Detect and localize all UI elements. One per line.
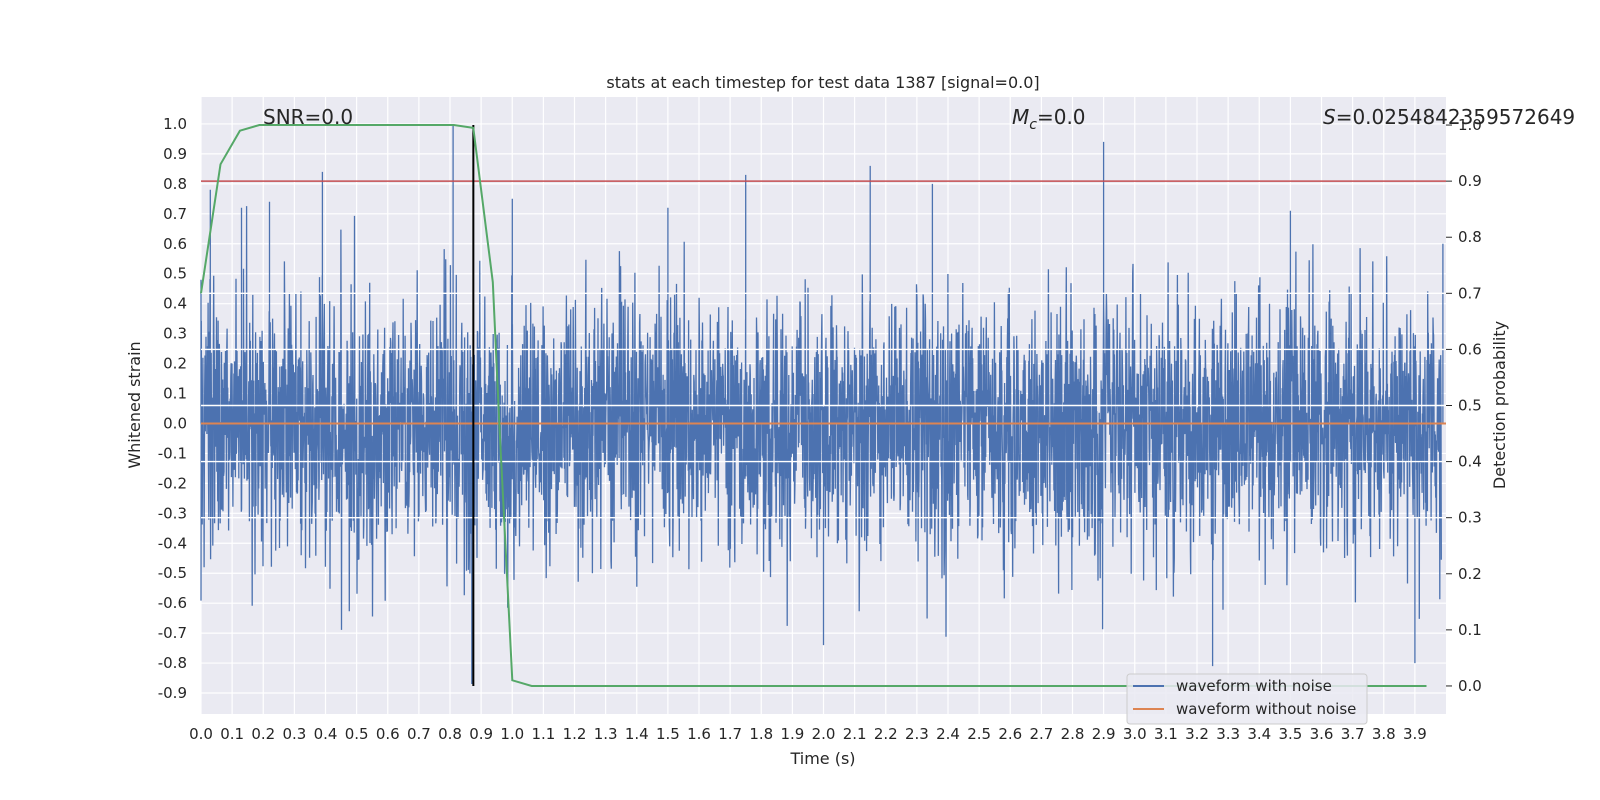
y-tick-label: 0.9 xyxy=(163,145,187,163)
y2-tick-label: 0.0 xyxy=(1458,677,1482,695)
y-axis-ticks: 1.0 0.9 0.8 0.7 0.6 0.5 0.4 0.3 0.2 0.1 0.0 -0.1 -0.… xyxy=(158,115,187,702)
y-tick-label: -0.5 xyxy=(158,564,187,582)
mc-subscript: c xyxy=(1029,117,1037,133)
y2-tick-label: 0.8 xyxy=(1458,228,1482,246)
y-tick-label: -0.6 xyxy=(158,594,187,612)
y-tick-label: -0.7 xyxy=(158,624,187,642)
x-tick-label: 3.2 xyxy=(1185,725,1209,743)
x-tick-label: 2.6 xyxy=(998,725,1022,743)
x-tick-label: 2.5 xyxy=(967,725,991,743)
y2-tick-label: 1.0 xyxy=(1458,116,1482,134)
y-tick-label: 0.8 xyxy=(163,175,187,193)
y2-tick-label: 0.7 xyxy=(1458,284,1482,302)
y-tick-label: -0.2 xyxy=(158,474,187,492)
x-tick-label: 0.8 xyxy=(438,725,462,743)
legend-box xyxy=(1126,673,1368,725)
x-tick-label: 1.4 xyxy=(625,725,649,743)
y-tick-label: 0.6 xyxy=(163,235,187,253)
y-tick-label: -0.9 xyxy=(158,684,187,702)
x-tick-label: 0.3 xyxy=(282,725,306,743)
y-tick-label: 0.2 xyxy=(163,355,187,373)
legend: waveform with noise waveform without noi… xyxy=(1126,673,1368,725)
s-symbol: S xyxy=(1323,105,1336,129)
x-tick-label: 0.5 xyxy=(345,725,369,743)
y2-axis-ticks: 1.0 0.9 0.8 0.7 0.6 0.5 0.4 0.3 0.2 0.1 0.0 xyxy=(1446,116,1482,695)
y2-tick-label: 0.5 xyxy=(1458,397,1482,415)
y-tick-label: 0.4 xyxy=(163,295,187,313)
x-tick-label: 0.1 xyxy=(220,725,244,743)
y-tick-label: 1.0 xyxy=(163,115,187,133)
x-tick-label: 3.7 xyxy=(1341,725,1365,743)
x-tick-label: 0.9 xyxy=(469,725,493,743)
s-value: =0.0254842359572649 xyxy=(1336,105,1575,129)
x-tick-label: 3.8 xyxy=(1372,725,1396,743)
y-tick-label: 0.0 xyxy=(163,414,187,432)
x-tick-label: 3.4 xyxy=(1247,725,1271,743)
y-tick-label: 0.5 xyxy=(163,265,187,283)
mc-symbol: M xyxy=(1012,105,1029,129)
x-tick-label: 2.8 xyxy=(1061,725,1085,743)
x-tick-label: 1.6 xyxy=(687,725,711,743)
x-tick-label: 2.7 xyxy=(1029,725,1053,743)
x-tick-label: 1.2 xyxy=(563,725,587,743)
x-tick-label: 3.3 xyxy=(1216,725,1240,743)
s-annotation: S=0.0254842359572649 xyxy=(1323,105,1575,129)
y-tick-label: 0.3 xyxy=(163,325,187,343)
x-tick-label: 2.1 xyxy=(843,725,867,743)
x-tick-label: 1.8 xyxy=(749,725,773,743)
x-tick-label: 1.3 xyxy=(594,725,618,743)
chart-title: stats at each timestep for test data 138… xyxy=(606,73,1039,92)
x-tick-label: 1.9 xyxy=(780,725,804,743)
y-tick-label: 0.7 xyxy=(163,205,187,223)
x-tick-label: 0.7 xyxy=(407,725,431,743)
x-tick-label: 0.4 xyxy=(314,725,338,743)
mc-annotation: Mc=0.0 xyxy=(1012,105,1086,133)
x-tick-label: 0.6 xyxy=(376,725,400,743)
line-detection-probability xyxy=(200,124,1427,687)
y2-tick-label: 0.2 xyxy=(1458,565,1482,583)
x-tick-label: 3.6 xyxy=(1310,725,1334,743)
horizontal-lines xyxy=(201,180,1446,519)
line-waveform-with-noise xyxy=(200,124,1444,684)
y2-tick-label: 0.9 xyxy=(1458,172,1482,190)
series-waveform-with-noise xyxy=(200,124,1444,684)
x-tick-label: 3.1 xyxy=(1154,725,1178,743)
x-tick-label: 1.1 xyxy=(531,725,555,743)
legend-label-noise: waveform with noise xyxy=(1176,677,1332,695)
x-tick-label: 2.4 xyxy=(936,725,960,743)
x-tick-label: 2.2 xyxy=(874,725,898,743)
series-detection-probability xyxy=(200,124,1427,687)
legend-label-clean: waveform without noise xyxy=(1176,700,1356,718)
mc-value: =0.0 xyxy=(1037,105,1086,129)
y2-axis-label: Detection probability xyxy=(1490,321,1509,489)
x-tick-label: 2.3 xyxy=(905,725,929,743)
y-tick-label: -0.4 xyxy=(158,534,187,552)
x-tick-label: 3.0 xyxy=(1123,725,1147,743)
y-tick-label: -0.1 xyxy=(158,444,187,462)
y2-tick-label: 0.3 xyxy=(1458,509,1482,527)
y2-tick-label: 0.6 xyxy=(1458,340,1482,358)
x-tick-label: 1.0 xyxy=(500,725,524,743)
x-tick-label: 2.9 xyxy=(1092,725,1116,743)
x-tick-label: 0.0 xyxy=(189,725,213,743)
x-tick-label: 2.0 xyxy=(812,725,836,743)
y-tick-label: 0.1 xyxy=(163,385,187,403)
x-axis-ticks: 0.0 0.1 0.2 0.3 0.4 0.5 0.6 0.7 0.8 0.9 1.0 1.1 1.2 1… xyxy=(189,725,1427,743)
x-tick-label: 3.5 xyxy=(1278,725,1302,743)
y-axis-label: Whitened strain xyxy=(125,341,144,468)
x-tick-label: 3.9 xyxy=(1403,725,1427,743)
x-tick-label: 1.7 xyxy=(718,725,742,743)
x-axis-label: Time (s) xyxy=(789,749,855,768)
x-tick-label: 1.5 xyxy=(656,725,680,743)
y2-tick-label: 0.4 xyxy=(1458,453,1482,471)
y2-tick-label: 0.1 xyxy=(1458,621,1482,639)
y-tick-label: -0.3 xyxy=(158,504,187,522)
snr-annotation: SNR=0.0 xyxy=(263,105,353,129)
x-tick-label: 0.2 xyxy=(251,725,275,743)
y-tick-label: -0.8 xyxy=(158,654,187,672)
